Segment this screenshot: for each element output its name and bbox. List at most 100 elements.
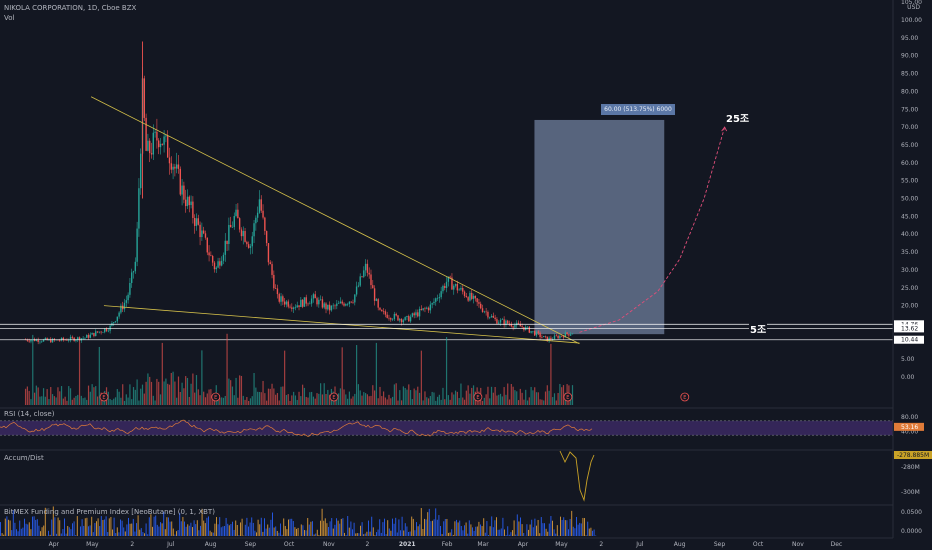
volume-bar — [291, 395, 293, 405]
funding-bar — [59, 520, 61, 536]
earnings-marker-label: E — [214, 395, 217, 401]
candle-body — [330, 305, 333, 311]
funding-bar — [473, 530, 475, 536]
funding-bar — [313, 534, 315, 536]
candle-body — [391, 319, 394, 320]
funding-bar — [464, 525, 465, 536]
volume-bar — [73, 397, 75, 405]
candle-body — [193, 217, 196, 226]
funding-bar — [502, 517, 504, 536]
funding-bar — [432, 520, 433, 536]
funding-bar — [460, 525, 462, 536]
candle-body — [28, 340, 30, 342]
funding-bar — [496, 517, 497, 536]
candle-body — [210, 255, 212, 256]
volume-bar — [210, 389, 212, 405]
funding-bar — [48, 530, 49, 536]
funding-bar — [184, 521, 185, 536]
time-tick-label: Dec — [831, 541, 843, 548]
candle-body — [188, 196, 190, 206]
earnings-marker — [329, 392, 339, 402]
funding-bar — [32, 516, 33, 536]
candle-body — [519, 324, 522, 327]
funding-bar — [252, 522, 254, 536]
candle-body — [402, 320, 405, 323]
candle-body — [357, 285, 360, 287]
time-tick-label: May — [555, 541, 568, 548]
candle-body — [413, 313, 415, 316]
funding-bar — [345, 535, 347, 536]
time-tick-label: Oct — [753, 541, 764, 548]
volume-bar — [186, 377, 189, 405]
volume-bar — [397, 400, 399, 405]
funding-bar — [467, 533, 469, 536]
price-axis: 105.00 100.00 95.00 90.00 85.00 80.00 75.00 70.… — [892, 0, 932, 550]
candle-body — [202, 230, 205, 234]
candle-body — [386, 314, 388, 318]
funding-bar — [131, 523, 133, 536]
candle-body — [175, 164, 178, 169]
candle-body — [301, 299, 304, 307]
time-tick-label: Apr — [518, 541, 529, 548]
candle-body — [287, 301, 289, 307]
volume-bar — [469, 393, 471, 405]
funding-bar — [22, 527, 24, 536]
time-tick-label: Aug — [205, 541, 217, 548]
funding-bar — [593, 529, 595, 536]
funding-bar — [512, 530, 513, 536]
funding-bar — [108, 518, 110, 536]
funding-bar — [224, 526, 225, 536]
candle-body — [30, 340, 32, 342]
rsi-line — [0, 419, 593, 437]
funding-bar — [17, 531, 19, 536]
funding-bar — [27, 524, 29, 536]
candle-body — [501, 319, 504, 320]
candle-body — [150, 153, 153, 155]
funding-bar — [150, 514, 152, 536]
volume-bar — [489, 398, 491, 405]
candle-body — [487, 311, 489, 318]
candle-body — [447, 276, 450, 282]
candle-body — [465, 296, 468, 298]
funding-bar — [356, 533, 358, 536]
volume-bar — [519, 388, 521, 405]
volume-bar — [62, 398, 64, 405]
funding-bar — [275, 526, 277, 536]
candle-body — [492, 315, 495, 318]
volume-bar — [453, 394, 455, 405]
candle-body — [89, 334, 92, 338]
volume-bar — [467, 385, 469, 405]
volume-bar — [318, 393, 320, 405]
candle-body — [246, 241, 248, 245]
volume-bar — [512, 386, 514, 405]
volume-bar — [539, 399, 541, 405]
volume-bar — [449, 399, 451, 405]
funding-bar — [310, 521, 312, 536]
volume-bar — [276, 393, 279, 405]
volume-bar — [420, 350, 422, 405]
candle-body — [87, 334, 90, 338]
funding-bar — [526, 524, 528, 536]
funding-bar — [563, 517, 565, 536]
time-tick-label: Feb — [442, 541, 453, 548]
candle-body — [190, 201, 192, 206]
funding-bar — [294, 527, 296, 536]
price-tick-label: 90.00 — [901, 53, 918, 60]
volume-bar — [305, 396, 307, 405]
volume-bar — [125, 394, 127, 405]
candle-body — [247, 244, 250, 248]
label-5: 5조 — [749, 321, 768, 336]
funding-bar — [284, 525, 286, 536]
volume-bar — [368, 396, 370, 405]
time-tick-label: Oct — [284, 541, 295, 548]
candle-body — [510, 324, 513, 327]
candle-body — [37, 339, 39, 342]
funding-bar — [486, 521, 488, 536]
candle-body — [332, 305, 334, 307]
volume-bar — [44, 396, 46, 405]
candle-body — [269, 262, 271, 265]
volume-bar — [114, 397, 117, 405]
candle-body — [395, 313, 397, 316]
volume-bar — [123, 400, 126, 405]
